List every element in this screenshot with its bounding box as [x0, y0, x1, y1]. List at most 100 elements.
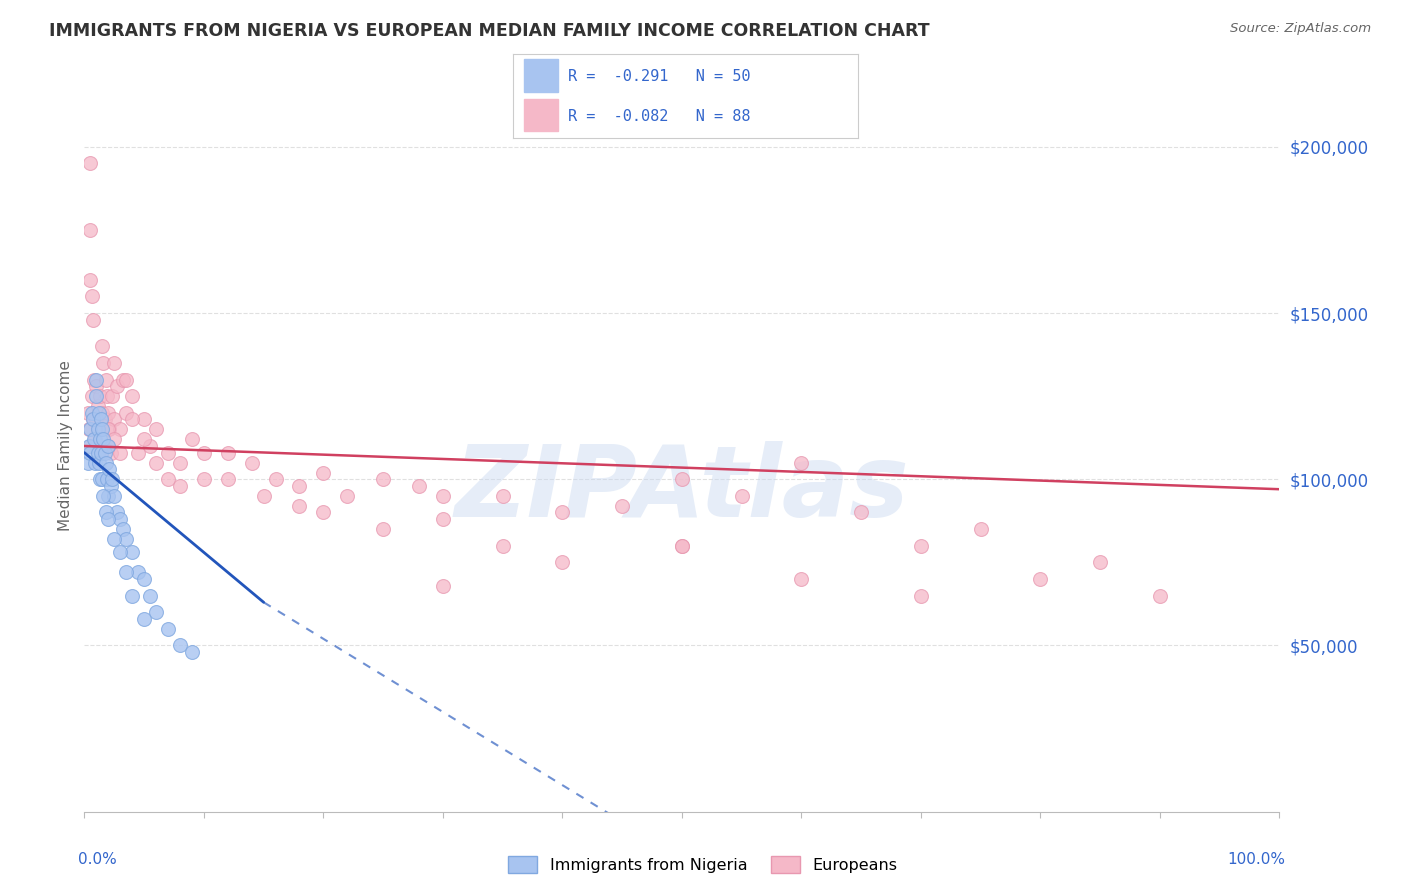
Point [93, 356, 115, 370]
Point [110, 512, 132, 526]
Point [86, 372, 108, 386]
Point [145, 456, 167, 470]
Point [93, 412, 115, 426]
Point [169, 639, 191, 653]
Point [87, 422, 110, 436]
Point [157, 445, 180, 459]
Text: 100.0%: 100.0% [1227, 852, 1285, 867]
Point [93, 433, 115, 447]
Point [96, 389, 118, 403]
Point [145, 422, 167, 436]
Point [100, 445, 122, 459]
Point [253, 489, 276, 503]
Point [132, 572, 156, 586]
Point [115, 566, 138, 580]
Point [103, 356, 125, 370]
Text: ZIPAtlas: ZIPAtlas [454, 442, 910, 539]
Point [86, 422, 108, 436]
Point [86, 389, 108, 403]
Point [132, 412, 156, 426]
Point [217, 445, 239, 459]
Point [851, 506, 873, 520]
Point [408, 479, 430, 493]
Point [80, 289, 103, 303]
Point [910, 539, 932, 553]
Point [970, 522, 993, 536]
Point [91, 472, 114, 486]
Point [145, 605, 167, 619]
Point [98, 422, 121, 436]
Text: R =  -0.291   N = 50: R = -0.291 N = 50 [568, 69, 751, 84]
Point [80, 406, 103, 420]
Point [111, 522, 134, 536]
Point [80, 389, 103, 403]
Point [132, 612, 156, 626]
Point [101, 389, 124, 403]
Point [432, 489, 454, 503]
Point [671, 539, 693, 553]
Point [97, 512, 120, 526]
Point [84, 433, 107, 447]
Text: IMMIGRANTS FROM NIGERIA VS EUROPEAN MEDIAN FAMILY INCOME CORRELATION CHART: IMMIGRANTS FROM NIGERIA VS EUROPEAN MEDI… [49, 22, 929, 40]
Text: R =  -0.082   N = 88: R = -0.082 N = 88 [568, 109, 751, 124]
Text: 0.0%: 0.0% [79, 852, 117, 867]
Point [312, 466, 335, 480]
Point [82, 312, 104, 326]
Point [157, 472, 180, 486]
Point [910, 589, 932, 603]
Point [115, 532, 138, 546]
Point [1090, 555, 1112, 569]
Point [264, 472, 287, 486]
Point [79, 156, 101, 170]
Point [87, 406, 110, 420]
Point [240, 456, 263, 470]
Point [1029, 572, 1052, 586]
Point [671, 539, 693, 553]
Point [139, 439, 162, 453]
Point [91, 406, 114, 420]
Point [86, 445, 108, 459]
Y-axis label: Median Family Income: Median Family Income [58, 360, 73, 532]
Point [94, 506, 117, 520]
Point [181, 433, 204, 447]
Point [103, 532, 125, 546]
Point [373, 522, 395, 536]
Point [96, 472, 118, 486]
Point [121, 412, 143, 426]
Point [91, 422, 114, 436]
Point [127, 445, 149, 459]
Point [86, 379, 108, 393]
Point [121, 589, 143, 603]
Point [100, 479, 122, 493]
Point [103, 489, 125, 503]
Point [492, 539, 515, 553]
Point [110, 422, 132, 436]
Point [90, 445, 112, 459]
Point [132, 433, 156, 447]
Point [373, 472, 395, 486]
Point [115, 372, 138, 386]
Point [77, 422, 100, 436]
Point [432, 512, 454, 526]
Point [77, 439, 100, 453]
Point [111, 372, 134, 386]
Point [1149, 589, 1171, 603]
Point [83, 372, 105, 386]
Point [86, 399, 108, 413]
Point [82, 412, 104, 426]
Point [79, 422, 101, 436]
Point [336, 489, 359, 503]
Legend: Immigrants from Nigeria, Europeans: Immigrants from Nigeria, Europeans [502, 849, 904, 880]
Point [790, 456, 813, 470]
Point [97, 422, 120, 436]
Point [97, 439, 120, 453]
Bar [523, 60, 558, 92]
Text: Source: ZipAtlas.com: Source: ZipAtlas.com [1230, 22, 1371, 36]
Point [105, 506, 128, 520]
Point [86, 412, 108, 426]
Point [79, 223, 101, 237]
Point [110, 445, 132, 459]
Point [93, 445, 115, 459]
Point [77, 456, 100, 470]
Point [97, 439, 120, 453]
